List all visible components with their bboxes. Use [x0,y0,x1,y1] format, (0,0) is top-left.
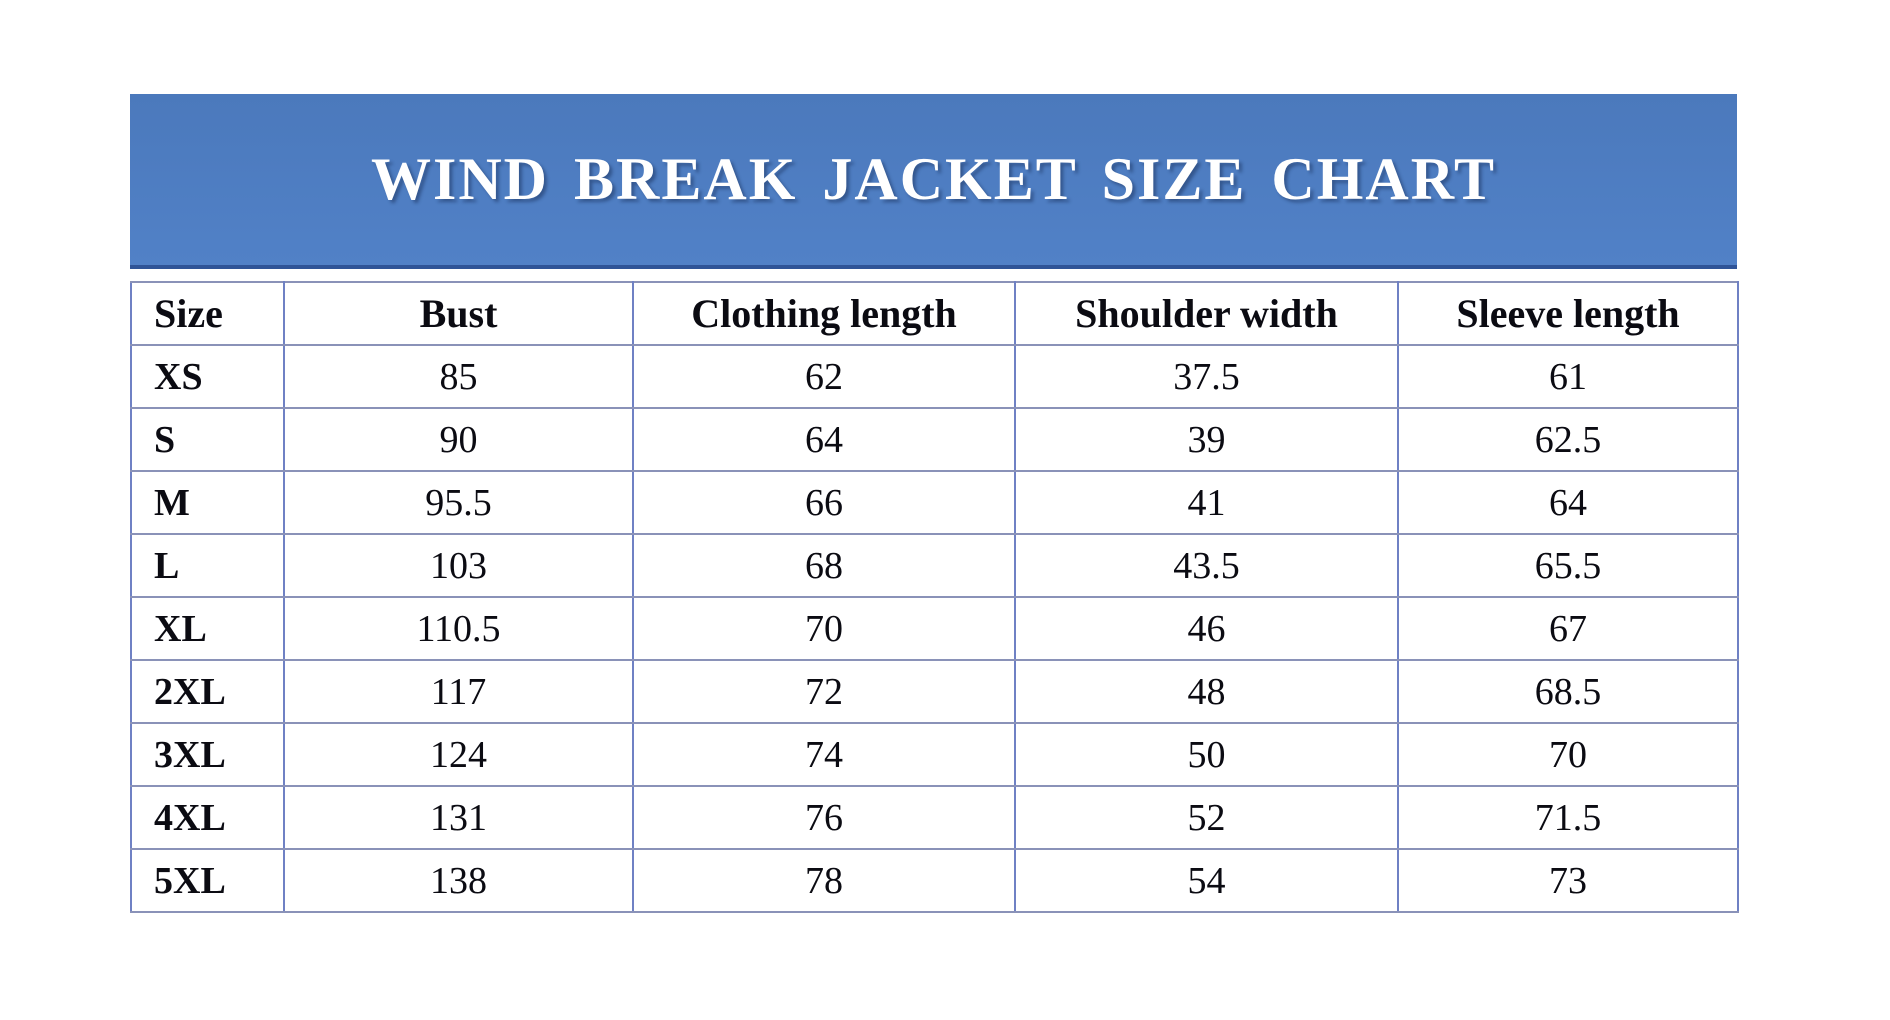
value-cell: 67 [1397,596,1739,661]
value-cell: 37.5 [1014,344,1399,409]
value-cell: 39 [1014,407,1399,472]
value-cell: 138 [283,848,634,913]
table-row-s: S 90 64 39 62.5 [130,407,1739,472]
value-cell: 41 [1014,470,1399,535]
value-cell: 50 [1014,722,1399,787]
value-cell: 52 [1014,785,1399,850]
value-cell: 64 [1397,470,1739,535]
table-row-xs: XS 85 62 37.5 61 [130,344,1739,409]
column-header-bust: Bust [283,281,634,346]
size-cell: S [130,407,285,472]
column-header-sleeve-length: Sleeve length [1397,281,1739,346]
size-cell: L [130,533,285,598]
value-cell: 64 [632,407,1016,472]
value-cell: 62 [632,344,1016,409]
value-cell: 131 [283,785,634,850]
size-cell: XL [130,596,285,661]
value-cell: 124 [283,722,634,787]
chart-title: WIND BREAK JACKET SIZE CHART [371,146,1496,212]
table-row-3xl: 3XL 124 74 50 70 [130,722,1739,787]
value-cell: 90 [283,407,634,472]
table-row-2xl: 2XL 117 72 48 68.5 [130,659,1739,724]
value-cell: 48 [1014,659,1399,724]
value-cell: 54 [1014,848,1399,913]
value-cell: 70 [1397,722,1739,787]
value-cell: 65.5 [1397,533,1739,598]
value-cell: 68.5 [1397,659,1739,724]
value-cell: 72 [632,659,1016,724]
value-cell: 71.5 [1397,785,1739,850]
size-cell: M [130,470,285,535]
value-cell: 76 [632,785,1016,850]
value-cell: 103 [283,533,634,598]
value-cell: 110.5 [283,596,634,661]
size-cell: 2XL [130,659,285,724]
size-cell: 4XL [130,785,285,850]
table-row-l: L 103 68 43.5 65.5 [130,533,1739,598]
size-cell: 3XL [130,722,285,787]
column-header-size: Size [130,281,285,346]
table-row-xl: XL 110.5 70 46 67 [130,596,1739,661]
value-cell: 73 [1397,848,1739,913]
value-cell: 46 [1014,596,1399,661]
value-cell: 66 [632,470,1016,535]
value-cell: 61 [1397,344,1739,409]
table-row-5xl: 5XL 138 78 54 73 [130,848,1739,913]
column-header-shoulder-width: Shoulder width [1014,281,1399,346]
value-cell: 117 [283,659,634,724]
table-row-m: M 95.5 66 41 64 [130,470,1739,535]
value-cell: 43.5 [1014,533,1399,598]
title-banner: WIND BREAK JACKET SIZE CHART [130,94,1737,269]
table-body: XS 85 62 37.5 61 S 90 64 39 62.5 M 95.5 66 41 64 L 103 68… [130,344,1739,913]
table-header: Size Bust Clothing length Shoulder width Sle… [130,281,1739,346]
table-row-4xl: 4XL 131 76 52 71.5 [130,785,1739,850]
value-cell: 74 [632,722,1016,787]
header-row: Size Bust Clothing length Shoulder width Sle… [130,281,1739,346]
size-cell: XS [130,344,285,409]
value-cell: 95.5 [283,470,634,535]
column-header-clothing-length: Clothing length [632,281,1016,346]
value-cell: 70 [632,596,1016,661]
value-cell: 62.5 [1397,407,1739,472]
size-table: Size Bust Clothing length Shoulder width Sle… [130,281,1739,913]
size-cell: 5XL [130,848,285,913]
value-cell: 68 [632,533,1016,598]
value-cell: 85 [283,344,634,409]
value-cell: 78 [632,848,1016,913]
